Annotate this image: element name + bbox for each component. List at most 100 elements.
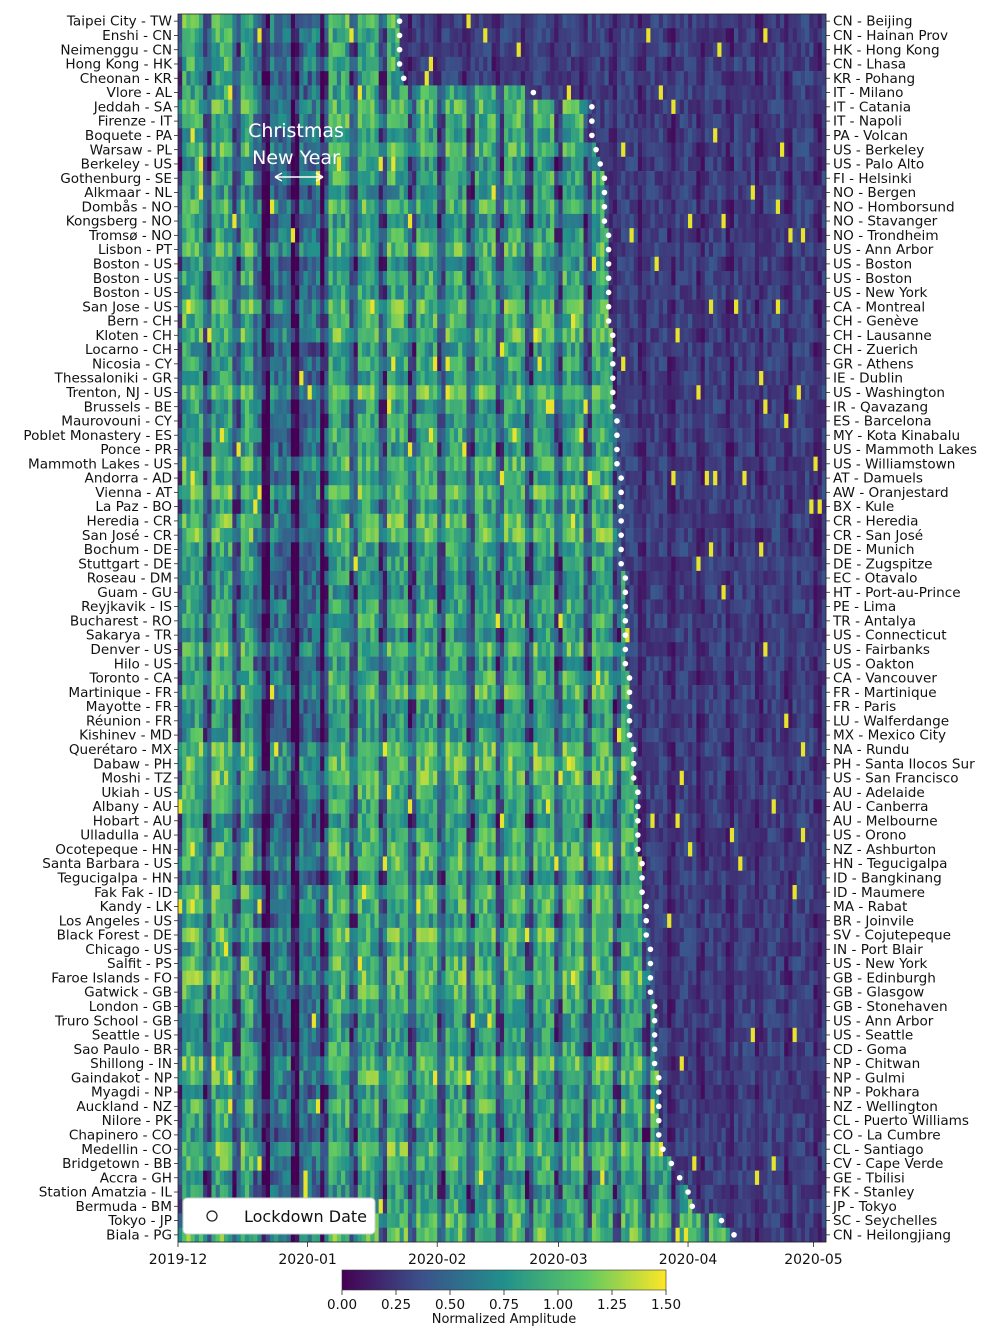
heatmap-cell (742, 56, 747, 72)
heatmap-cell (453, 313, 459, 329)
heatmap-cell (253, 470, 258, 486)
heatmap-cell (449, 42, 455, 58)
heatmap-cell (792, 328, 798, 343)
heatmap-cell (696, 413, 701, 429)
heatmap-cell (775, 242, 781, 258)
heatmap-cell (512, 256, 517, 272)
heatmap-cell (403, 42, 409, 58)
heatmap-cell (495, 385, 501, 400)
heatmap-cell (554, 356, 559, 372)
heatmap-cell (441, 342, 446, 357)
heatmap-cell (504, 285, 509, 300)
heatmap-cell (274, 242, 279, 258)
heatmap-cell (805, 342, 810, 357)
heatmap-cell (311, 28, 317, 43)
heatmap-cell (763, 128, 768, 143)
heatmap-cell (232, 128, 237, 143)
heatmap-cell (378, 228, 384, 243)
heatmap-cell (529, 313, 534, 329)
heatmap-cell (295, 99, 300, 115)
heatmap-cell (780, 442, 785, 457)
heatmap-cell (533, 299, 538, 315)
heatmap-cell (650, 113, 655, 129)
heatmap-cell (759, 56, 764, 72)
heatmap-cell (336, 271, 342, 286)
heatmap-cell (512, 14, 517, 29)
heatmap-cell (437, 356, 442, 372)
heatmap-cell (328, 256, 333, 272)
heatmap-cell (654, 142, 660, 158)
heatmap-cell (642, 56, 647, 72)
heatmap-cell (178, 456, 183, 472)
heatmap-cell (600, 313, 605, 329)
heatmap-cell (453, 142, 459, 158)
heatmap-cell (182, 199, 187, 215)
heatmap-cell (821, 156, 827, 172)
heatmap-cell (746, 256, 752, 272)
heatmap-cell (604, 413, 609, 429)
heatmap-cell (470, 428, 476, 443)
heatmap-cell (470, 128, 476, 143)
heatmap-cell (374, 199, 379, 215)
heatmap-cell (307, 228, 313, 243)
heatmap-cell (746, 442, 752, 457)
heatmap-cell (754, 285, 760, 300)
heatmap-cell (717, 328, 722, 343)
heatmap-cell (688, 456, 693, 472)
heatmap-cell (265, 71, 271, 86)
heatmap-cell (650, 413, 655, 429)
heatmap-cell (729, 14, 735, 29)
heatmap-cell (240, 185, 246, 200)
heatmap-cell (700, 370, 706, 386)
heatmap-cell (612, 228, 618, 243)
heatmap-cell (370, 42, 375, 58)
heatmap-cell (311, 171, 317, 186)
heatmap-cell (491, 185, 497, 200)
heatmap-cell (713, 99, 718, 115)
heatmap-cell (295, 28, 300, 43)
heatmap-cell (805, 213, 810, 229)
heatmap-cell (244, 399, 250, 415)
heatmap-cell (771, 385, 777, 400)
heatmap-cell (441, 213, 446, 229)
heatmap-cell (800, 356, 806, 372)
heatmap-cell (433, 313, 438, 329)
heatmap-cell (441, 413, 446, 429)
heatmap-cell (658, 156, 664, 172)
heatmap-cell (261, 171, 267, 186)
heatmap-cell (529, 299, 534, 315)
heatmap-cell (341, 199, 346, 215)
heatmap-cell (182, 85, 187, 100)
heatmap-cell (800, 399, 806, 415)
heatmap-cell (646, 85, 651, 100)
heatmap-cell (700, 256, 706, 272)
heatmap-cell (708, 185, 714, 200)
heatmap-cell (813, 213, 818, 229)
heatmap-cell (721, 256, 726, 272)
heatmap-cell (738, 428, 743, 443)
heatmap-cell (738, 385, 743, 400)
heatmap-cell (704, 413, 710, 429)
heatmap-cell (499, 385, 505, 400)
heatmap-cell (587, 85, 593, 100)
heatmap-cell (708, 113, 714, 129)
heatmap-cell (683, 128, 689, 143)
heatmap-cell (591, 399, 597, 415)
heatmap-cell (704, 56, 710, 72)
heatmap-cell (524, 256, 530, 272)
heatmap-cell (813, 342, 818, 357)
heatmap-cell (182, 28, 187, 43)
heatmap-cell (742, 370, 747, 386)
heatmap-cell (750, 128, 756, 143)
heatmap-cell (529, 142, 534, 158)
heatmap-cell (696, 228, 701, 243)
heatmap-cell (240, 313, 246, 329)
heatmap-cell (353, 185, 359, 200)
heatmap-cell (307, 56, 313, 72)
heatmap-cell (688, 271, 693, 286)
heatmap-cell (800, 299, 806, 315)
heatmap-cell (805, 85, 810, 100)
heatmap-cell (449, 271, 455, 286)
heatmap-cell (236, 213, 242, 229)
heatmap-cell (625, 242, 630, 258)
